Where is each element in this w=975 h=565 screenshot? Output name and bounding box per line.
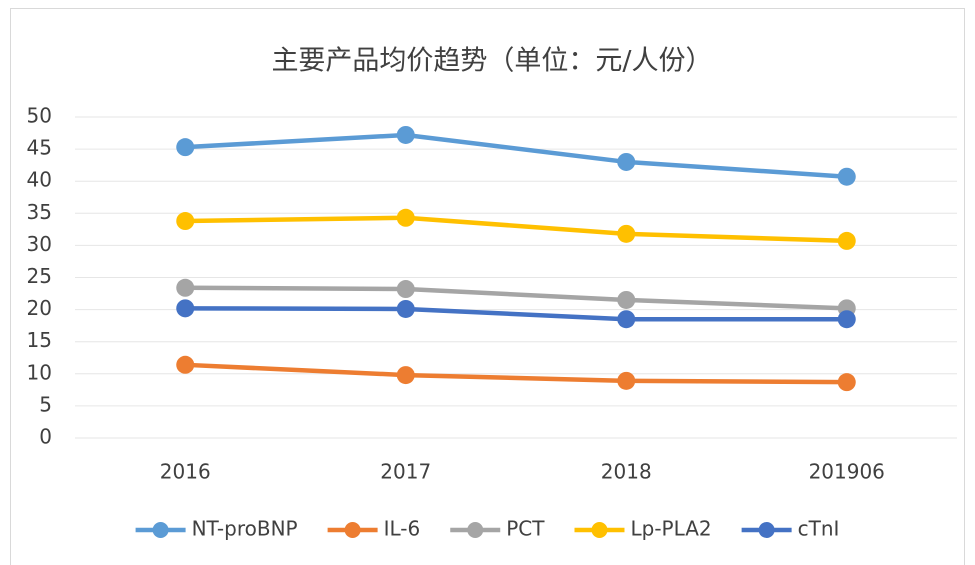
y-tick-label: 50: [27, 104, 52, 128]
legend-marker: [758, 522, 775, 538]
legend-label: cTnI: [798, 517, 840, 541]
data-point: [176, 212, 195, 231]
data-point: [617, 152, 636, 171]
data-point: [837, 310, 856, 329]
data-point: [396, 208, 415, 227]
legend-marker: [467, 522, 484, 538]
y-tick-label: 0: [39, 425, 52, 449]
data-point: [617, 310, 636, 329]
data-point: [396, 280, 415, 299]
y-tick-label: 10: [27, 360, 52, 384]
chart-title: 主要产品均价趋势（单位：元/人份）: [271, 46, 712, 77]
data-point: [617, 371, 636, 390]
x-tick-label: 2016: [160, 460, 211, 484]
y-tick-label: 25: [27, 264, 52, 288]
series-line: [185, 285, 847, 311]
data-point: [617, 290, 636, 309]
data-point: [396, 366, 415, 385]
chart-frame: [10, 8, 965, 565]
legend-label: NT-proBNP: [192, 517, 298, 541]
data-point: [176, 138, 195, 157]
x-tick-label: 201906: [809, 460, 885, 484]
y-tick-label: 15: [27, 328, 52, 352]
series-line: [185, 132, 847, 179]
data-point: [176, 299, 195, 318]
data-point: [617, 224, 636, 243]
data-point: [396, 299, 415, 318]
legend-label: PCT: [506, 517, 545, 541]
y-tick-label: 35: [27, 200, 52, 224]
series-line: [185, 215, 847, 244]
y-tick-label: 20: [27, 296, 52, 320]
data-point: [837, 231, 856, 250]
x-tick-label: 2018: [601, 460, 652, 484]
y-tick-label: 5: [39, 392, 52, 416]
legend-label: IL-6: [384, 517, 421, 541]
y-tick-label: 45: [27, 136, 52, 160]
legend-marker: [344, 522, 361, 538]
data-point: [396, 125, 415, 144]
legend-label: Lp-PLA2: [630, 517, 711, 541]
legend-marker: [591, 522, 608, 538]
data-point: [176, 355, 195, 374]
x-tick-label: 2017: [380, 460, 431, 484]
y-tick-label: 30: [27, 232, 52, 256]
data-point: [837, 167, 856, 186]
y-tick-label: 40: [27, 168, 52, 192]
data-point: [837, 373, 856, 392]
legend-marker: [152, 522, 169, 538]
series-line: [185, 362, 847, 385]
data-point: [176, 278, 195, 297]
series-line: [185, 306, 847, 322]
